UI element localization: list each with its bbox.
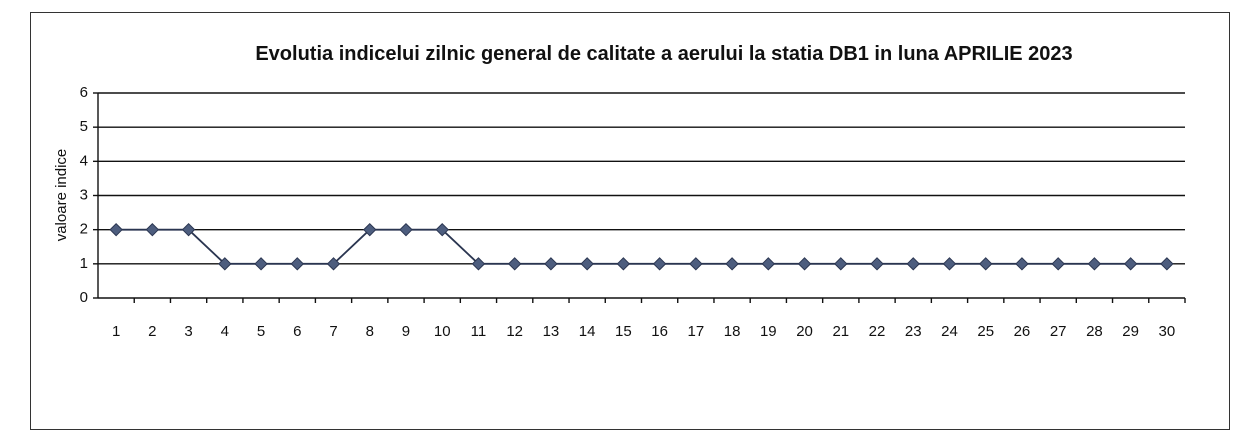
y-tick-label: 0 — [80, 289, 88, 306]
x-tick-label: 30 — [1159, 323, 1176, 340]
data-point — [290, 257, 304, 271]
data-point — [399, 222, 413, 237]
x-tick-label: 28 — [1086, 323, 1103, 340]
data-point — [435, 222, 449, 237]
x-tick-label: 13 — [543, 323, 560, 340]
data-point — [218, 257, 232, 271]
x-tick-label: 12 — [506, 323, 523, 340]
x-tick-label: 24 — [941, 323, 958, 340]
x-tick-label: 25 — [977, 323, 994, 340]
x-tick-label: 20 — [796, 323, 813, 340]
data-point — [544, 257, 558, 271]
data-point — [797, 257, 812, 271]
data-point — [145, 222, 160, 237]
x-tick-label: 23 — [905, 323, 922, 340]
x-tick-label: 2 — [148, 323, 156, 340]
x-tick-label: 26 — [1014, 323, 1031, 340]
y-tick-label: 1 — [80, 255, 88, 272]
y-tick-label: 2 — [80, 221, 88, 238]
x-tick-label: 19 — [760, 323, 777, 340]
x-tick-label: 27 — [1050, 323, 1067, 340]
data-point — [834, 257, 848, 271]
y-axis-label: valoare indice — [53, 149, 70, 242]
data-point — [109, 222, 123, 237]
x-tick-label: 14 — [579, 323, 596, 340]
y-tick-label: 6 — [80, 84, 88, 101]
data-point — [1087, 257, 1102, 271]
y-tick-label: 3 — [80, 186, 88, 203]
x-tick-label: 29 — [1122, 323, 1139, 340]
x-tick-label: 22 — [869, 323, 886, 340]
series-line — [116, 228, 1167, 265]
x-tick-label: 7 — [329, 323, 337, 340]
data-point — [181, 222, 196, 237]
x-tick-label: 16 — [651, 323, 668, 340]
data-point — [652, 257, 667, 271]
data-point — [761, 257, 776, 271]
x-tick-label: 6 — [293, 323, 301, 340]
data-point — [725, 257, 739, 271]
data-point — [689, 257, 703, 271]
x-tick-label: 9 — [402, 323, 410, 340]
x-tick-label: 3 — [184, 323, 192, 340]
x-tick-label: 4 — [221, 323, 229, 340]
chart-title: Evolutia indicelui zilnic general de cal… — [255, 43, 1073, 65]
x-tick-label: 11 — [471, 323, 487, 340]
x-tick-label: 5 — [257, 323, 265, 340]
data-point — [906, 257, 920, 271]
data-point — [1051, 257, 1065, 271]
x-tick-label: 18 — [724, 323, 741, 340]
data-point — [507, 257, 522, 271]
data-point — [1160, 257, 1174, 271]
chart-frame — [30, 12, 1230, 430]
x-tick-label: 17 — [688, 323, 705, 340]
x-tick-label: 15 — [615, 323, 632, 340]
data-point — [942, 257, 957, 271]
data-point — [580, 257, 594, 271]
x-tick-label: 21 — [832, 323, 849, 340]
data-point — [870, 257, 884, 271]
x-tick-label: 10 — [434, 323, 451, 340]
data-point — [616, 257, 631, 271]
y-tick-label: 5 — [80, 118, 88, 135]
data-point — [363, 222, 377, 237]
data-point — [979, 257, 993, 271]
data-point — [1123, 257, 1138, 271]
data-point — [1015, 257, 1029, 271]
x-tick-label: 8 — [366, 323, 374, 340]
y-tick-label: 4 — [80, 152, 88, 169]
data-point — [471, 257, 486, 271]
data-point — [326, 257, 341, 271]
x-tick-label: 1 — [112, 323, 120, 340]
data-point — [254, 257, 268, 271]
